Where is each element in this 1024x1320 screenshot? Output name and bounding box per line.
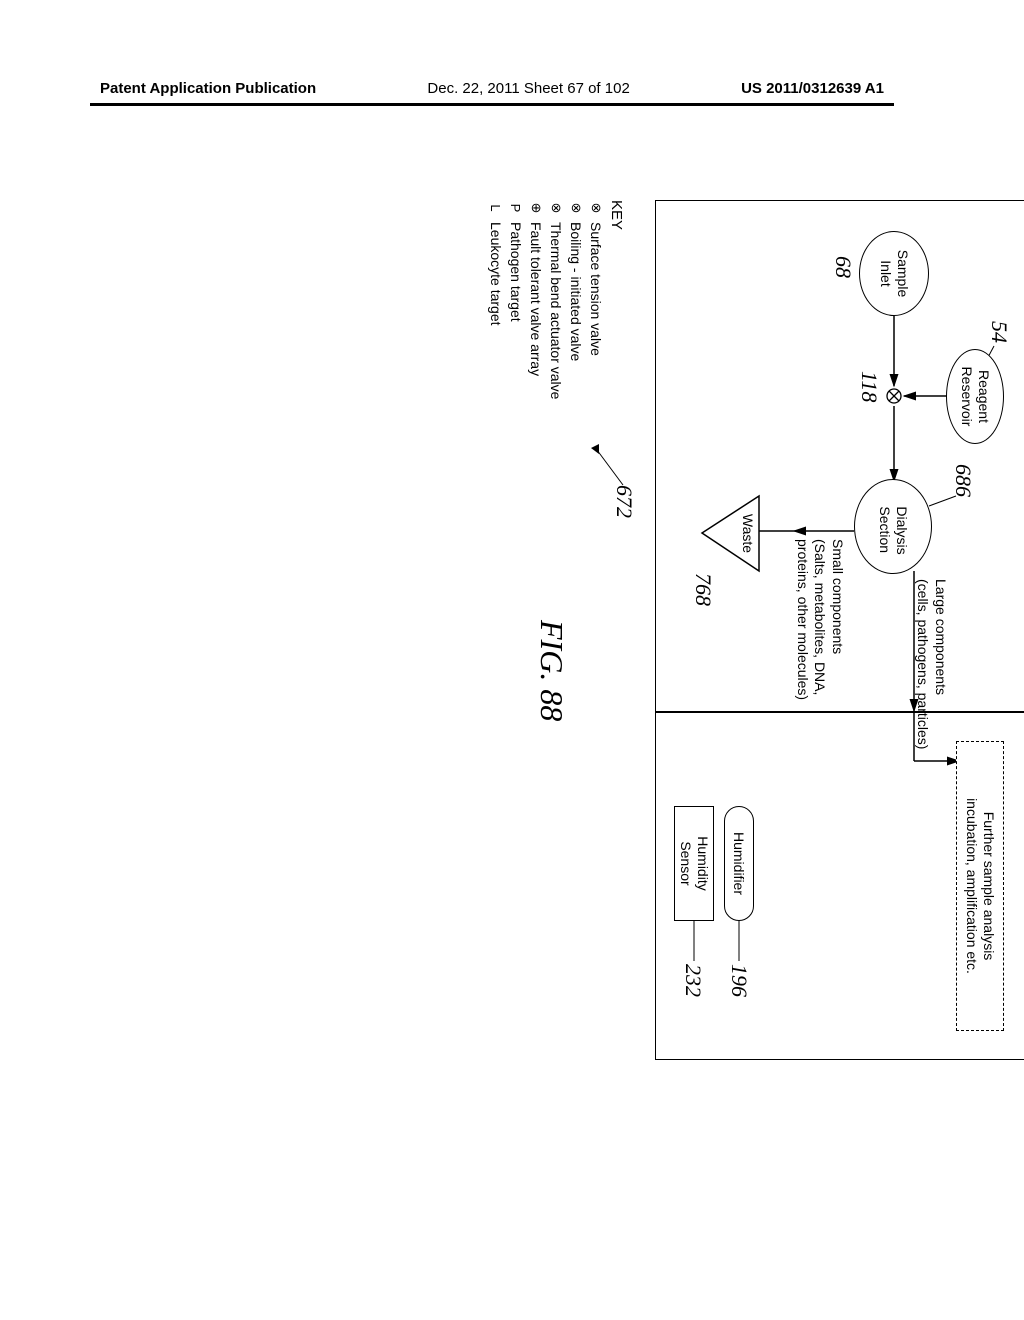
figure-caption: FIG. 88	[533, 620, 570, 721]
key-row-4: P Pathogen target	[507, 200, 525, 399]
key-sym-3: ⊕	[528, 200, 544, 216]
header-rule	[90, 103, 894, 106]
sample-inlet-label: Sample Inlet	[877, 250, 911, 297]
key-row-2: ⊗ Thermal bend actuator valve	[547, 200, 565, 399]
node-reagent-reservoir: Reagent Reservoir	[946, 349, 1004, 444]
page-header: Patent Application Publication Dec. 22, …	[0, 80, 1024, 97]
node-humidity-sensor: Humidity Sensor	[674, 806, 714, 921]
humidity-sensor-label: Humidity Sensor	[677, 836, 711, 890]
waste-label: Waste	[740, 491, 756, 576]
humidifier-label: Humidifier	[731, 832, 748, 895]
dialysis-section-label: Dialysis Section	[876, 498, 910, 554]
ref-key: 672	[611, 485, 637, 518]
valve-icon	[885, 387, 903, 405]
key-label-0: Surface tension valve	[588, 222, 604, 356]
further-analysis-label: Further sample analysis incubation, ampl…	[963, 798, 997, 974]
key-sym-4: P	[508, 200, 524, 216]
key-sym-2: ⊗	[548, 200, 564, 216]
reagent-reservoir-label: Reagent Reservoir	[958, 367, 992, 427]
key-row-5: L Leukocyte target	[487, 200, 505, 399]
node-further-analysis: Further sample analysis incubation, ampl…	[956, 741, 1004, 1031]
figure-wrap: SAMPLE INPUT AND PREPARATION ~288~ FURTH…	[435, 180, 1024, 1180]
key-sym-5: L	[488, 200, 504, 216]
node-sample-inlet: Sample Inlet	[859, 231, 929, 316]
key-label-4: Pathogen target	[508, 222, 524, 322]
ref-humidifier: 196	[726, 964, 752, 997]
ref-dialysis: 686	[950, 464, 976, 497]
header-pub-number: US 2011/0312639 A1	[741, 80, 884, 97]
key-sym-0: ⊗	[588, 200, 604, 216]
key-row-1: ⊗ Boiling - initiated valve	[567, 200, 585, 399]
key-row-0: ⊗ Surface tension valve	[587, 200, 605, 399]
header-date-sheet: Dec. 22, 2011 Sheet 67 of 102	[427, 80, 629, 97]
key-label-1: Boiling - initiated valve	[568, 222, 584, 361]
ref-waste: 768	[690, 573, 716, 606]
key-sym-1: ⊗	[568, 200, 584, 216]
diagram-outer-box: SAMPLE INPUT AND PREPARATION ~288~ FURTH…	[655, 200, 1024, 1060]
header-publication: Patent Application Publication	[100, 80, 316, 97]
key-label-5: Leukocyte target	[488, 222, 504, 326]
node-dialysis-section: Dialysis Section	[854, 479, 932, 574]
node-humidifier: Humidifier	[724, 806, 754, 921]
ref-reagent: 54	[986, 321, 1012, 343]
figure-rotated-container: SAMPLE INPUT AND PREPARATION ~288~ FURTH…	[15, 320, 1015, 1040]
key-label-2: Thermal bend actuator valve	[548, 222, 564, 399]
key-title: KEY	[608, 200, 625, 399]
key-label-3: Fault tolerant valve array	[528, 222, 544, 376]
ref-humidity-sensor: 232	[680, 964, 706, 997]
key-row-3: ⊕ Fault tolerant valve array	[527, 200, 545, 399]
ref-sample-inlet: 68	[830, 256, 856, 278]
label-large-components: Large components (cells, pathogens, part…	[914, 579, 949, 749]
ref-valve: 118	[856, 371, 882, 402]
legend-key: KEY ⊗Surface tension valve ⊗Boiling - in…	[485, 200, 625, 399]
label-small-components: Small components (Salts, metabolites, DN…	[794, 539, 847, 700]
node-waste: Waste	[689, 491, 764, 576]
diagram-divider	[656, 711, 1024, 713]
